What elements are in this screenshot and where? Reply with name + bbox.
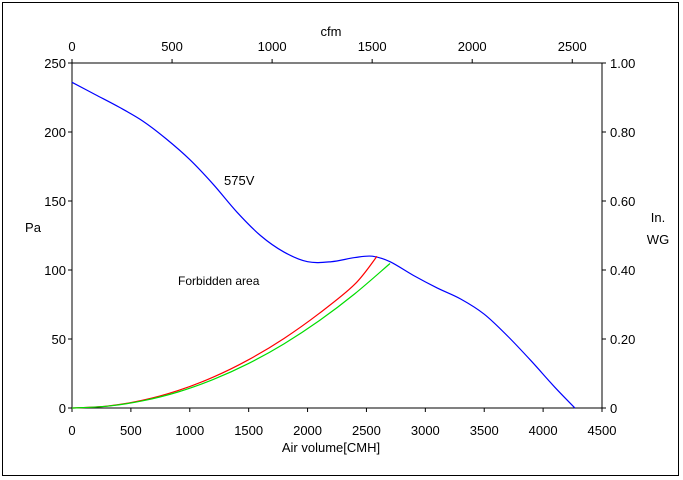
top-tick-label: 1000: [258, 39, 287, 54]
top-tick-label: 500: [161, 39, 183, 54]
x-tick-label: 3000: [411, 423, 440, 438]
y-tick-label: 50: [52, 332, 66, 347]
right-tick-label: 0.60: [610, 194, 635, 209]
y-tick-label: 150: [44, 194, 66, 209]
top-tick-label: 2000: [458, 39, 487, 54]
x-tick-label: 4000: [529, 423, 558, 438]
right-tick-label: 0.80: [610, 125, 635, 140]
left-axis-label: Pa: [25, 220, 42, 235]
series-line-2: [71, 263, 391, 409]
x-tick-label: 2500: [352, 423, 381, 438]
x-tick-label: 4500: [588, 423, 617, 438]
top-tick-label: 2500: [558, 39, 587, 54]
x-tick-label: 1500: [234, 423, 263, 438]
x-axis-label: Air volume[CMH]: [282, 440, 380, 455]
right-axis-label-line2: WG: [647, 232, 669, 247]
plot-axes: [68, 59, 606, 412]
annotation-voltage: 575V: [224, 173, 255, 188]
top-tick-label: 0: [68, 39, 75, 54]
x-tick-label: 2000: [293, 423, 322, 438]
y-tick-label: 100: [44, 263, 66, 278]
y-tick-label: 0: [59, 401, 66, 416]
series-line-0: [71, 81, 576, 409]
x-tick-label: 1000: [175, 423, 204, 438]
y-tick-label: 200: [44, 125, 66, 140]
annotation-forbidden-area: Forbidden area: [178, 274, 260, 288]
x-tick-label: 0: [68, 423, 75, 438]
right-tick-label: 1.00: [610, 56, 635, 71]
top-tick-label: 1500: [358, 39, 387, 54]
y-tick-label: 250: [44, 56, 66, 71]
series-lines: [71, 81, 576, 409]
x-tick-label: 3500: [470, 423, 499, 438]
x-tick-label: 500: [120, 423, 142, 438]
right-tick-label: 0: [610, 401, 617, 416]
chart-frame: [2, 2, 679, 476]
top-axis-label: cfm: [321, 24, 342, 39]
right-tick-label: 0.20: [610, 332, 635, 347]
right-axis-label-line1: In.: [651, 210, 665, 225]
right-tick-label: 0.40: [610, 263, 635, 278]
